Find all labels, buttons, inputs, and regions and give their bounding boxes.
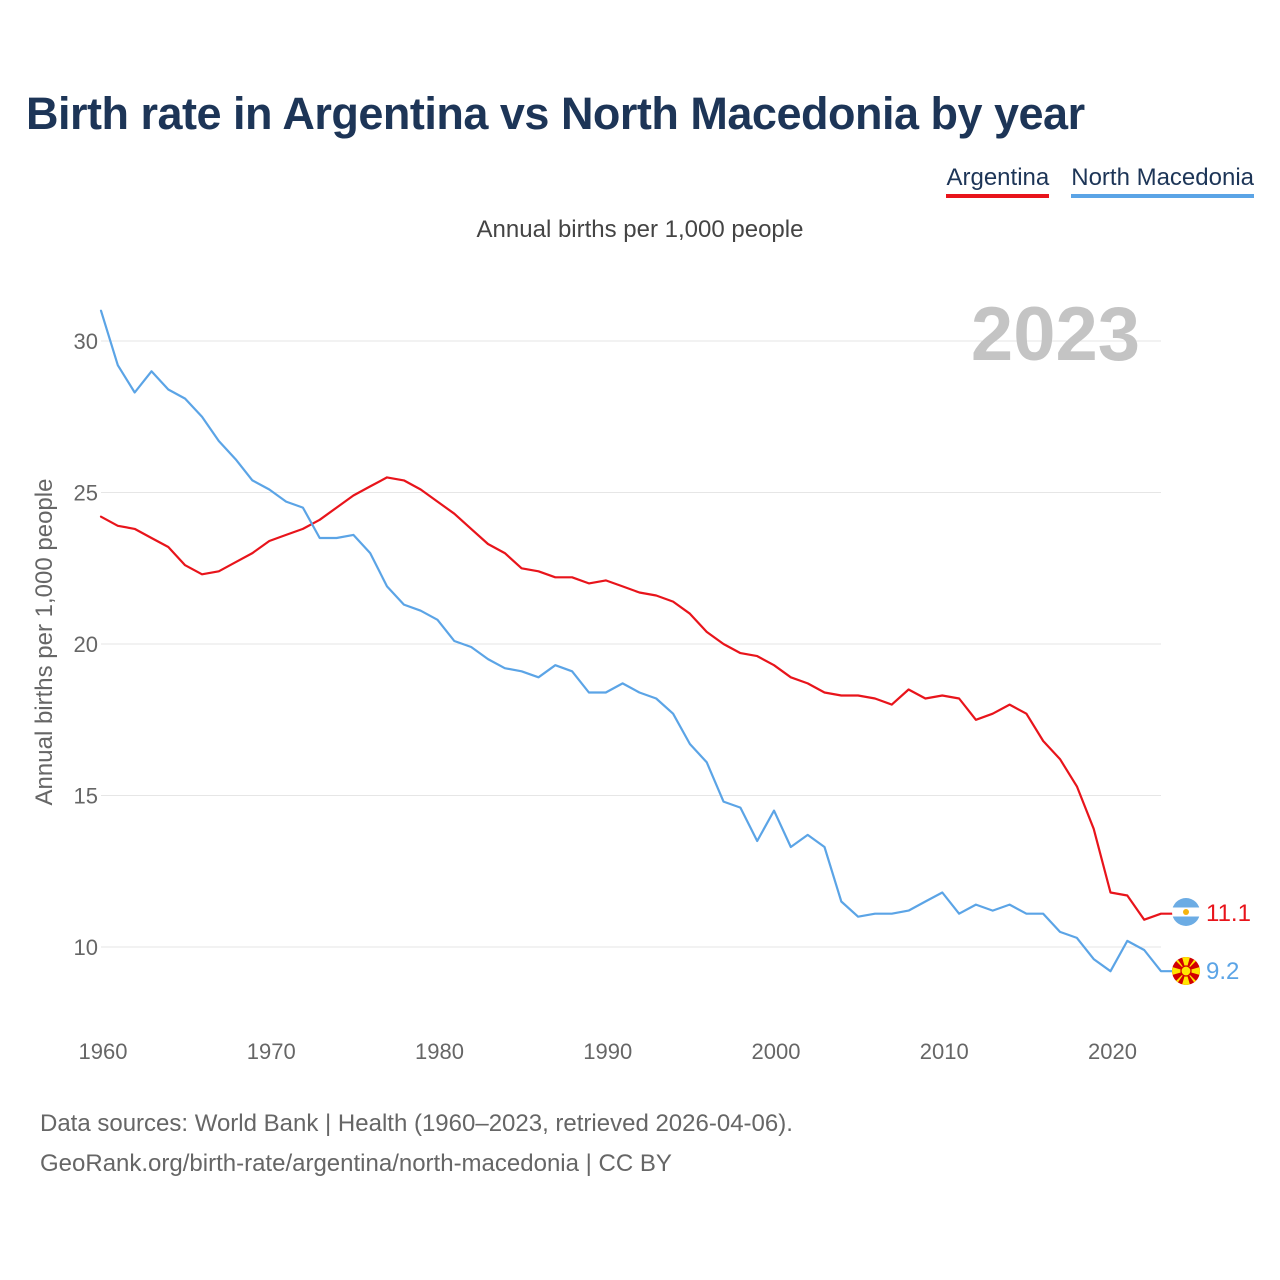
y-tick-label-25: 25	[74, 481, 98, 506]
series-line-north-macedonia[interactable]	[99, 309, 1175, 973]
end-value-label-north-macedonia: 9.2	[1206, 958, 1239, 985]
x-axis-ticks: 1960 1970 1980 1990 2000 2010 2020	[79, 1039, 1137, 1064]
x-tick-label-2020: 2020	[1088, 1039, 1137, 1064]
x-tick-label-1970: 1970	[247, 1039, 296, 1064]
y-tick-label-10: 10	[74, 935, 98, 960]
footer: Data sources: World Bank | Health (1960–…	[40, 1104, 793, 1184]
x-tick-label-1980: 1980	[415, 1039, 464, 1064]
x-tick-label-2000: 2000	[752, 1039, 801, 1064]
grid-lines	[101, 340, 1161, 948]
chart-subtitle: Annual births per 1,000 people	[476, 216, 804, 243]
data-source-text: Data sources: World Bank | Health (1960–…	[40, 1110, 793, 1137]
y-tick-label-15: 15	[74, 784, 98, 809]
legend: Argentina North Macedonia	[946, 164, 1254, 198]
source-url-text[interactable]: GeoRank.org/birth-rate/argentina/north-m…	[40, 1150, 672, 1177]
argentina-flag-icon	[1172, 898, 1200, 926]
y-axis-ticks: 10 15 20 25 30	[74, 329, 98, 960]
x-tick-label-2010: 2010	[920, 1039, 969, 1064]
y-tick-label-30: 30	[74, 329, 98, 354]
year-watermark: 2023	[971, 292, 1140, 377]
x-tick-label-1960: 1960	[79, 1039, 128, 1064]
series-line-argentina[interactable]	[99, 476, 1175, 921]
chart-title: Birth rate in Argentina vs North Macedon…	[26, 88, 1085, 139]
legend-item-argentina[interactable]: Argentina	[946, 164, 1050, 198]
y-axis-label: Annual births per 1,000 people	[31, 479, 58, 806]
x-tick-label-1990: 1990	[583, 1039, 632, 1064]
y-tick-label-20: 20	[74, 632, 98, 657]
north-macedonia-flag-icon	[1172, 957, 1200, 985]
legend-item-north-macedonia[interactable]: North Macedonia	[1071, 164, 1254, 198]
end-value-label-argentina: 11.1	[1206, 900, 1251, 927]
